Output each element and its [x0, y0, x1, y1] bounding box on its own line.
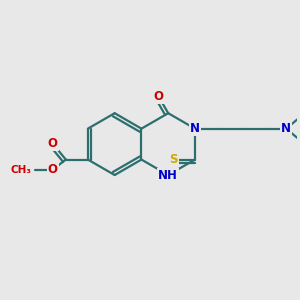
Text: O: O — [48, 137, 58, 150]
Text: NH: NH — [158, 169, 178, 182]
Text: N: N — [190, 122, 200, 135]
Text: O: O — [154, 90, 164, 103]
Text: O: O — [48, 164, 58, 176]
Text: N: N — [281, 122, 291, 135]
Text: S: S — [169, 153, 178, 166]
Text: CH₃: CH₃ — [11, 165, 32, 175]
